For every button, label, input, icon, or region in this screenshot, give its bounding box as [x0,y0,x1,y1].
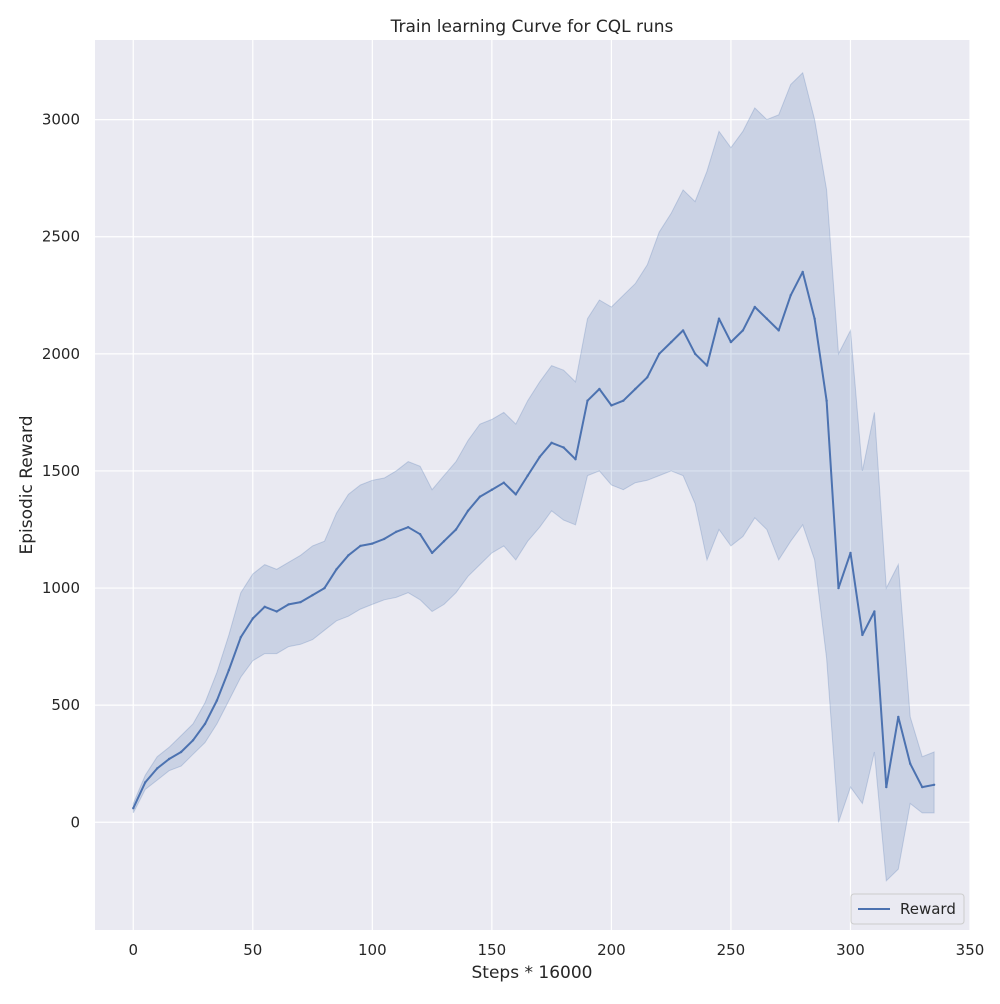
reward-point [454,528,458,531]
reward-point [885,785,888,789]
reward-point [466,509,470,512]
confidence-band-layer [132,71,935,882]
reward-point [670,340,673,344]
reward-point [263,605,266,608]
reward-point [909,762,912,765]
reward-point [765,317,768,320]
reward-point [789,294,792,297]
reward-point [179,750,183,754]
reward-point [311,593,314,597]
x-tick-labels: 0 50 100 150 200 250 300 350 [128,941,984,959]
x-tick-label: 150 [478,941,507,959]
reward-point [813,317,816,320]
reward-point [275,610,278,613]
reward-point [562,446,565,449]
reward-point [932,783,936,786]
legend: Reward [850,893,965,925]
reward-point [215,699,219,702]
reward-point [646,376,649,379]
reward-point [514,493,517,496]
y-tick-label: 1000 [42,579,80,597]
x-tick-label: 100 [358,941,387,959]
reward-point [395,530,398,533]
y-tick-labels: 0 500 1000 1500 2000 2500 3000 [42,111,80,832]
plot-area [95,40,970,930]
reward-point [383,537,386,541]
y-tick-label: 2500 [42,228,80,246]
reward-point [418,533,422,536]
reward-point [430,551,434,555]
reward-point [407,526,410,529]
reward-point [538,455,541,459]
reward-point [753,305,756,309]
reward-confidence-band [132,71,935,882]
reward-point [861,633,864,637]
reward-point [837,586,840,590]
reward-line-layer [132,270,936,810]
legend-label-reward: Reward [900,900,956,918]
reward-point [574,458,577,461]
reward-point [144,781,147,784]
reward-point [921,785,924,789]
reward-point [442,540,446,543]
grid-lines [95,40,971,930]
y-tick-label: 500 [51,696,80,714]
reward-point [693,352,697,355]
reward-point [490,488,494,491]
reward-point [203,722,207,726]
reward-point [634,387,637,391]
reward-point [741,329,745,332]
reward-point [681,329,685,332]
y-tick-label: 2000 [42,345,80,363]
x-tick-label: 0 [128,941,138,959]
reward-point [598,387,601,391]
chart-title: Train learning Curve for CQL runs [390,17,674,37]
reward-point [299,600,302,604]
reward-point [897,715,900,719]
reward-point [371,542,374,545]
reward-point [132,807,135,810]
reward-point [586,399,589,402]
x-axis-label: Steps * 16000 [472,963,593,983]
reward-point [191,739,195,742]
reward-point [478,495,482,498]
reward-point [335,568,338,571]
reward-point [502,481,505,484]
x-tick-label: 50 [243,941,262,959]
reward-point [156,767,159,770]
reward-point [729,340,733,344]
x-tick-label: 200 [597,941,626,959]
y-tick-label: 3000 [42,111,80,129]
reward-point [359,544,362,548]
reward-point [873,610,876,613]
reward-point [550,441,553,444]
reward-point [705,364,709,367]
x-tick-label: 250 [717,941,746,959]
reward-point [801,270,804,274]
y-axis-label: Episodic Reward [17,415,37,554]
x-tick-label: 300 [836,941,865,959]
reward-point [777,329,780,332]
reward-point [347,554,350,557]
reward-point [287,603,290,606]
reward-point [610,404,613,407]
reward-point [251,617,254,620]
reward-point [323,586,326,590]
legend-box [850,893,965,925]
reward-point [717,317,721,320]
reward-point [825,399,828,402]
reward-point [622,399,625,402]
reward-point [658,352,661,355]
reward-point [227,668,231,672]
x-tick-label: 350 [956,941,985,959]
reward-point [849,551,852,555]
reward-line [132,270,935,809]
reward-point [167,757,171,761]
y-tick-label: 1500 [42,462,80,480]
reward-point [239,636,242,639]
reward-point [526,474,529,477]
y-tick-label: 0 [70,813,80,831]
